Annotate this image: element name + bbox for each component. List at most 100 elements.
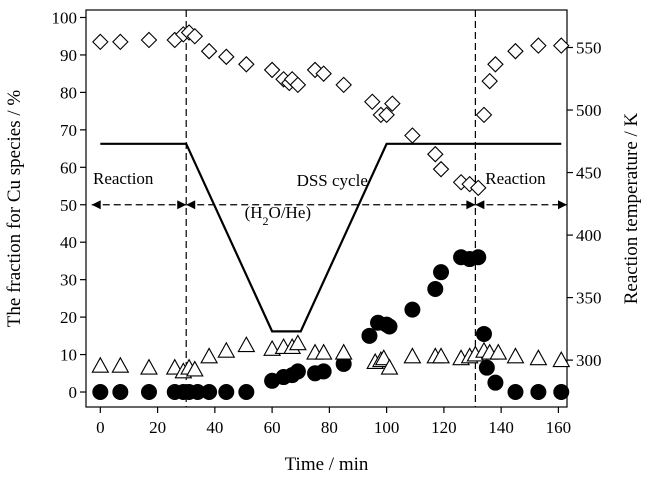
y-tick-label: 40 bbox=[60, 233, 77, 252]
data-point-diamond bbox=[487, 56, 504, 73]
data-point-circle bbox=[238, 384, 255, 401]
annotation-label: (H2O/He) bbox=[245, 203, 311, 228]
data-point-triangle bbox=[165, 358, 184, 375]
y2-tick-label: 550 bbox=[576, 39, 602, 58]
data-point-triangle bbox=[403, 347, 422, 364]
data-point-triangle bbox=[506, 347, 525, 364]
data-point-diamond bbox=[335, 76, 352, 94]
data-point-diamond bbox=[481, 72, 498, 90]
data-point-triangle bbox=[380, 358, 399, 375]
x-tick-label: 40 bbox=[206, 418, 223, 437]
x-axis-title: Time / min bbox=[285, 454, 369, 475]
data-point-triangle bbox=[529, 349, 548, 366]
y-tick-label: 70 bbox=[60, 121, 77, 140]
data-point-diamond bbox=[315, 65, 332, 82]
data-point-diamond bbox=[427, 145, 444, 163]
data-point-triangle bbox=[489, 343, 508, 360]
data-point-circle bbox=[140, 384, 157, 401]
data-point-diamond bbox=[404, 127, 421, 144]
data-point-diamond bbox=[238, 56, 255, 73]
data-point-diamond bbox=[530, 37, 547, 54]
data-point-diamond bbox=[384, 95, 401, 112]
y2-tick-label: 350 bbox=[576, 289, 602, 308]
data-point-diamond bbox=[469, 179, 487, 197]
data-point-diamond bbox=[92, 33, 109, 51]
data-point-diamond bbox=[112, 33, 129, 51]
annotation-label: DSS cycle bbox=[297, 171, 368, 190]
data-point-diamond bbox=[432, 160, 450, 178]
data-point-circle bbox=[112, 384, 129, 401]
data-point-circle bbox=[427, 281, 444, 298]
data-point-triangle bbox=[140, 358, 158, 375]
x-tick-label: 60 bbox=[264, 418, 281, 437]
data-point-triangle bbox=[111, 356, 130, 373]
data-point-triangle bbox=[374, 349, 393, 366]
data-point-triangle bbox=[552, 351, 571, 368]
annotation-part: (H bbox=[245, 203, 263, 222]
y-axis-title: The fraction for Cu species / % bbox=[4, 90, 25, 328]
data-point-diamond bbox=[186, 27, 204, 45]
data-point-triangle bbox=[432, 347, 450, 364]
data-point-circle bbox=[381, 318, 398, 335]
annotation-label: Reaction bbox=[485, 169, 546, 188]
y2-tick-label: 400 bbox=[576, 226, 602, 245]
data-point-circle bbox=[92, 384, 109, 401]
data-point-circle bbox=[201, 384, 218, 401]
data-point-diamond bbox=[378, 106, 395, 124]
data-point-circle bbox=[433, 264, 450, 281]
y-tick-label: 50 bbox=[60, 196, 77, 215]
data-point-triangle bbox=[288, 334, 307, 351]
data-point-circle bbox=[478, 359, 495, 376]
y-tick-label: 30 bbox=[60, 271, 77, 290]
data-point-triangle bbox=[200, 347, 219, 364]
data-point-triangle bbox=[237, 336, 256, 353]
data-point-diamond bbox=[218, 48, 235, 66]
x-tick-label: 140 bbox=[488, 418, 514, 437]
y-tick-label: 20 bbox=[60, 308, 77, 327]
plot-frame bbox=[85, 9, 568, 408]
data-point-diamond bbox=[289, 76, 307, 94]
y-tick-label: 10 bbox=[60, 346, 77, 365]
y-tick-label: 90 bbox=[60, 46, 77, 65]
x-tick-label: 160 bbox=[546, 418, 572, 437]
x-tick-label: 80 bbox=[321, 418, 338, 437]
data-point-circle bbox=[475, 325, 492, 342]
x-tick-label: 0 bbox=[96, 418, 105, 437]
data-point-triangle bbox=[91, 356, 110, 373]
data-point-circle bbox=[404, 301, 421, 318]
y-tick-label: 100 bbox=[52, 8, 78, 27]
temperature-line bbox=[100, 142, 562, 333]
data-point-diamond bbox=[475, 106, 493, 124]
data-point-triangle bbox=[334, 343, 353, 360]
annotation-subscript: 2 bbox=[263, 214, 269, 228]
y2-tick-label: 300 bbox=[576, 351, 602, 370]
data-point-diamond bbox=[263, 61, 281, 79]
y-tick-label: 0 bbox=[69, 383, 78, 402]
data-point-circle bbox=[289, 363, 306, 380]
annotation-part: O/He) bbox=[269, 203, 311, 222]
data-point-diamond bbox=[200, 42, 218, 60]
data-point-circle bbox=[361, 327, 378, 344]
x-tick-label: 120 bbox=[431, 418, 457, 437]
data-point-circle bbox=[487, 374, 504, 391]
data-point-diamond bbox=[552, 37, 570, 54]
data-point-triangle bbox=[314, 343, 333, 360]
data-point-circle bbox=[470, 249, 487, 266]
x-tick-label: 100 bbox=[374, 418, 400, 437]
data-point-circle bbox=[553, 384, 570, 401]
data-point-circle bbox=[530, 384, 547, 401]
data-point-diamond bbox=[140, 31, 158, 49]
y2-tick-label: 500 bbox=[576, 101, 602, 120]
data-point-diamond bbox=[507, 42, 524, 60]
y2-axis-title: Reaction temperature / K bbox=[621, 112, 642, 304]
y-tick-label: 60 bbox=[60, 158, 77, 177]
data-point-circle bbox=[218, 384, 235, 401]
data-point-circle bbox=[315, 363, 332, 380]
x-tick-label: 20 bbox=[149, 418, 166, 437]
annotation-label: Reaction bbox=[93, 169, 154, 188]
y2-tick-label: 450 bbox=[576, 164, 602, 183]
y-tick-label: 80 bbox=[60, 83, 77, 102]
data-point-triangle bbox=[217, 341, 236, 358]
data-point-circle bbox=[507, 384, 524, 401]
